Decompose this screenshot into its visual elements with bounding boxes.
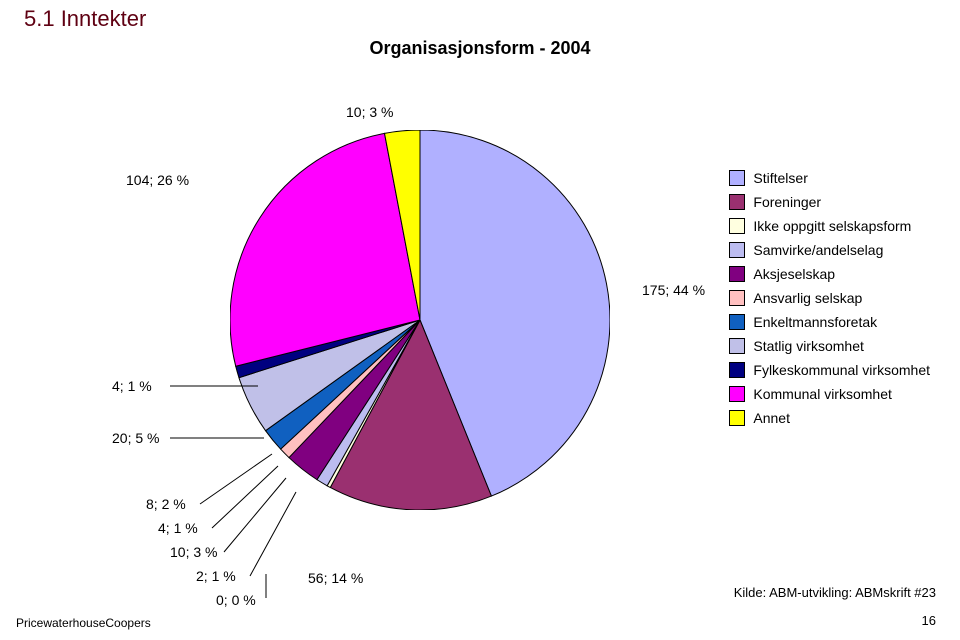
legend-row: Aksjeselskap [729, 266, 930, 282]
section-title: 5.1 Inntekter [24, 6, 146, 32]
data-label: 4; 1 % [112, 378, 152, 394]
legend-swatch [729, 386, 745, 402]
legend-row: Ansvarlig selskap [729, 290, 930, 306]
data-label: 4; 1 % [158, 520, 198, 536]
legend-row: Foreninger [729, 194, 930, 210]
legend-label: Fylkeskommunal virksomhet [753, 362, 930, 378]
legend-row: Statlig virksomhet [729, 338, 930, 354]
legend-label: Statlig virksomhet [753, 338, 863, 354]
legend-row: Annet [729, 410, 930, 426]
legend-label: Foreninger [753, 194, 821, 210]
data-label: 10; 3 % [346, 104, 393, 120]
legend-label: Ikke oppgitt selskapsform [753, 218, 911, 234]
pie-chart [230, 130, 610, 510]
legend-label: Kommunal virksomhet [753, 386, 892, 402]
data-label: 56; 14 % [308, 570, 363, 586]
data-label: 104; 26 % [126, 172, 189, 188]
legend-swatch [729, 290, 745, 306]
legend-row: Kommunal virksomhet [729, 386, 930, 402]
legend-label: Aksjeselskap [753, 266, 835, 282]
legend-swatch [729, 266, 745, 282]
legend-row: Enkeltmannsforetak [729, 314, 930, 330]
legend: Stiftelser Foreninger Ikke oppgitt selskap… [729, 170, 930, 434]
legend-swatch [729, 242, 745, 258]
data-label: 10; 3 % [170, 544, 217, 560]
footer-company: PricewaterhouseCoopers [16, 616, 151, 630]
chart-title: Organisasjonsform - 2004 [369, 38, 590, 59]
legend-label: Enkeltmannsforetak [753, 314, 877, 330]
legend-swatch [729, 362, 745, 378]
page-number: 16 [922, 613, 936, 628]
legend-swatch [729, 218, 745, 234]
legend-swatch [729, 410, 745, 426]
data-label: 20; 5 % [112, 430, 159, 446]
legend-label: Samvirke/andelselag [753, 242, 883, 258]
legend-row: Stiftelser [729, 170, 930, 186]
data-label: 175; 44 % [642, 282, 705, 298]
legend-label: Ansvarlig selskap [753, 290, 862, 306]
legend-label: Stiftelser [753, 170, 807, 186]
legend-swatch [729, 314, 745, 330]
legend-row: Fylkeskommunal virksomhet [729, 362, 930, 378]
legend-row: Ikke oppgitt selskapsform [729, 218, 930, 234]
data-label: 8; 2 % [146, 496, 186, 512]
footer-source: Kilde: ABM-utvikling: ABMskrift #23 [734, 585, 936, 600]
data-label: 0; 0 % [216, 592, 256, 608]
legend-swatch [729, 170, 745, 186]
legend-row: Samvirke/andelselag [729, 242, 930, 258]
data-label: 2; 1 % [196, 568, 236, 584]
legend-swatch [729, 338, 745, 354]
legend-label: Annet [753, 410, 790, 426]
legend-swatch [729, 194, 745, 210]
